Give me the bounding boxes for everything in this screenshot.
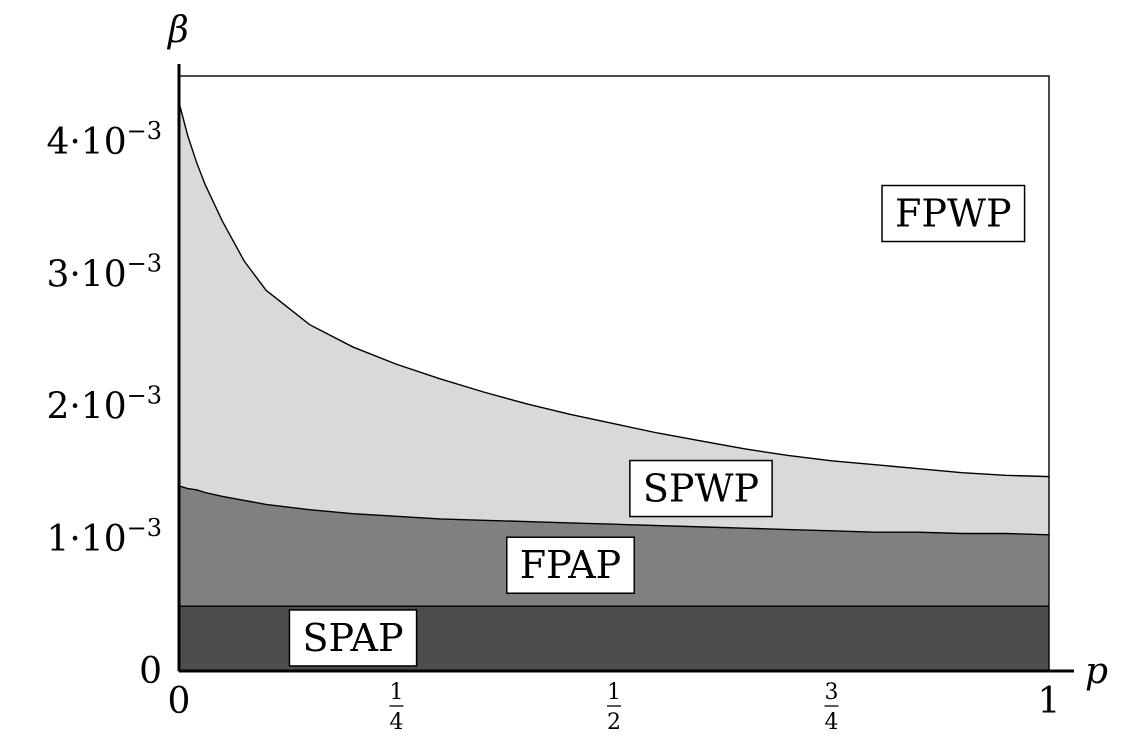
label-text: FPWP [895, 192, 1012, 236]
region-label-spap: SPAP [288, 609, 418, 667]
label-box [506, 536, 635, 594]
y-tick-label: 2·10−3 [46, 382, 162, 428]
region-fpwp [179, 76, 1049, 477]
label-box [881, 184, 1026, 243]
boundaries-layer [178, 102, 1050, 607]
x-tick-label: 0 [168, 681, 191, 722]
label-box [629, 459, 773, 518]
region-labels: SPAP FPAP SPWP FPWP [288, 184, 1026, 667]
label-text: SPWP [643, 467, 759, 511]
x-tick-numerator: 1 [607, 680, 621, 705]
x-tick-denominator: 4 [390, 710, 404, 735]
plot-frame [177, 64, 1074, 673]
boundary-fpap [178, 485, 1050, 536]
boundary-spwp [178, 102, 1050, 478]
region-label-fpwp: FPWP [881, 184, 1026, 243]
y-tick-label: 3·10−3 [46, 249, 162, 295]
region-spwp [179, 102, 1049, 535]
label-box [288, 609, 418, 667]
x-tick-denominator: 2 [607, 710, 621, 735]
x-axis-label: p [1085, 651, 1108, 692]
region-label-spwp: SPWP [629, 459, 773, 518]
label-text: FPAP [520, 543, 621, 587]
x-tick-numerator: 3 [825, 680, 839, 705]
y-tick-label: 0 [139, 651, 162, 692]
region-label-fpap: FPAP [506, 536, 635, 594]
tick-labels: 0 1 4 1 2 3 4 1 0 1·10−3 2·10−3 3·10−3 4·10−3 [46, 117, 1060, 735]
x-tick-label: 1 [1038, 681, 1061, 722]
y-tick-label: 4·10−3 [46, 117, 162, 163]
x-tick-denominator: 4 [825, 710, 839, 735]
y-axis-label: β [166, 10, 189, 51]
y-tick-label: 1·10−3 [46, 514, 162, 560]
label-text: SPAP [302, 616, 403, 660]
x-tick-numerator: 1 [390, 680, 404, 705]
